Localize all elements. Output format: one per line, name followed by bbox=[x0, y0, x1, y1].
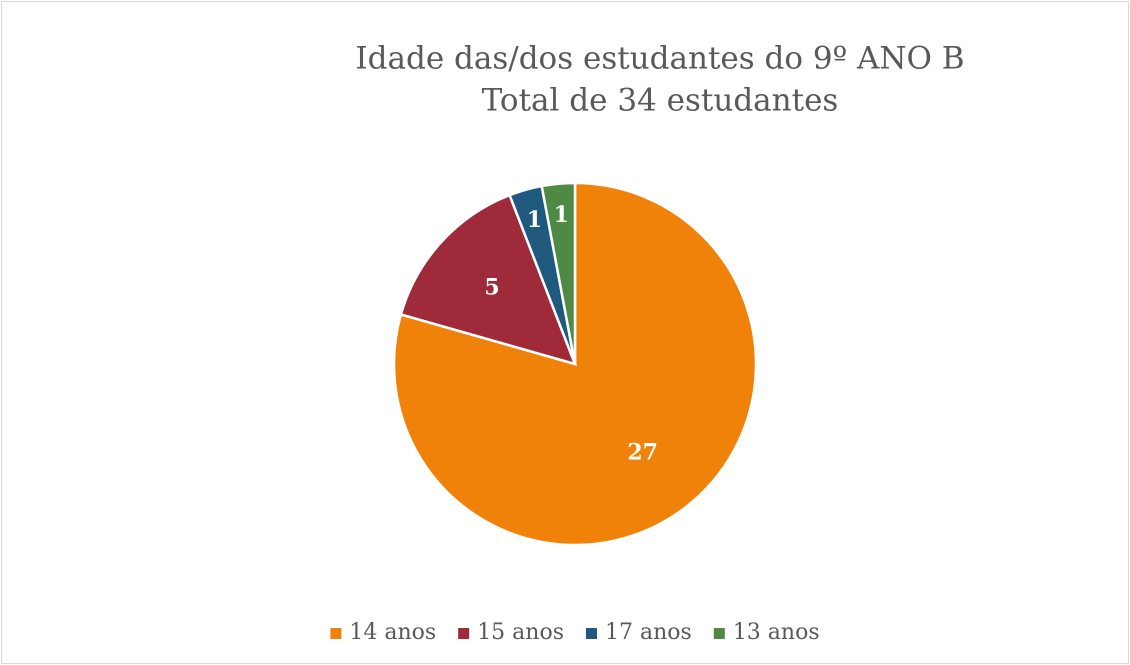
legend-label: 15 anos bbox=[477, 620, 564, 645]
legend-label: 13 anos bbox=[733, 620, 820, 645]
legend-swatch bbox=[586, 628, 597, 639]
legend-swatch bbox=[713, 628, 725, 639]
legend-label: 14 anos bbox=[349, 620, 436, 645]
chart-title: Idade das/dos estudantes do 9º ANO B bbox=[355, 41, 964, 77]
data-label: 1 bbox=[554, 202, 569, 228]
pie-slice bbox=[540, 181, 577, 365]
legend-swatch bbox=[330, 628, 342, 639]
legend-swatch bbox=[458, 628, 470, 639]
data-label: 1 bbox=[527, 207, 542, 233]
pie-slice bbox=[399, 193, 578, 366]
legend-label: 17 anos bbox=[605, 620, 692, 645]
data-label: 5 bbox=[484, 274, 499, 300]
data-label: 27 bbox=[627, 440, 658, 466]
chart-subtitle: Total de 34 estudantes bbox=[482, 83, 839, 119]
